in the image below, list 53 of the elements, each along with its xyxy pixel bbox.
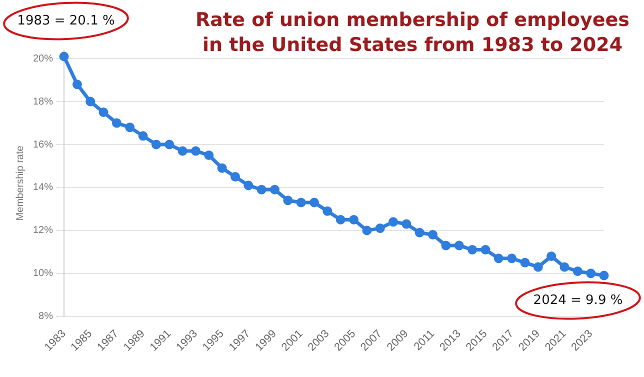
point xyxy=(98,108,108,118)
point xyxy=(533,262,543,272)
point xyxy=(72,80,82,90)
point xyxy=(164,140,174,150)
y-tick-label: 8% xyxy=(38,311,54,322)
point xyxy=(468,245,478,255)
y-tick-label: 20% xyxy=(33,53,54,64)
point xyxy=(441,240,451,250)
point xyxy=(151,140,161,150)
point xyxy=(599,270,609,280)
point xyxy=(454,240,464,250)
point xyxy=(310,198,319,208)
point xyxy=(586,268,596,278)
point xyxy=(336,214,346,224)
point xyxy=(125,122,135,132)
point xyxy=(270,184,280,194)
y-tick-label: 10% xyxy=(33,268,54,280)
point xyxy=(296,198,306,208)
point xyxy=(520,258,530,268)
point xyxy=(112,118,122,128)
point xyxy=(322,206,332,216)
y-tick-label: 18% xyxy=(33,96,54,108)
point xyxy=(204,150,214,160)
point xyxy=(494,254,504,264)
point xyxy=(230,172,240,182)
point xyxy=(217,163,227,173)
annotation: 1983 = 20.1 % xyxy=(17,13,115,28)
point xyxy=(428,230,438,240)
point xyxy=(546,251,556,261)
point xyxy=(349,214,359,224)
point xyxy=(178,146,188,156)
point xyxy=(86,96,96,106)
point xyxy=(414,228,424,238)
point xyxy=(190,146,200,156)
point xyxy=(480,245,490,255)
point xyxy=(388,217,398,227)
point xyxy=(256,184,266,194)
point xyxy=(138,131,148,141)
point xyxy=(375,224,385,234)
y-tick-label: 12% xyxy=(33,225,54,236)
y-tick-label: 14% xyxy=(33,182,54,194)
point xyxy=(362,226,372,236)
annotation: 2024 = 9.9 % xyxy=(533,292,623,308)
point xyxy=(283,196,293,206)
point xyxy=(244,180,254,190)
point xyxy=(560,262,570,272)
chart-title: Rate of union membership of employees in the United States from 1983 to 2024 xyxy=(194,8,630,58)
y-axis-title: Membership rate xyxy=(14,145,26,221)
point xyxy=(572,266,582,276)
point xyxy=(402,219,412,229)
point xyxy=(507,254,517,264)
y-tick-label: 16% xyxy=(33,139,54,150)
point xyxy=(59,52,69,62)
